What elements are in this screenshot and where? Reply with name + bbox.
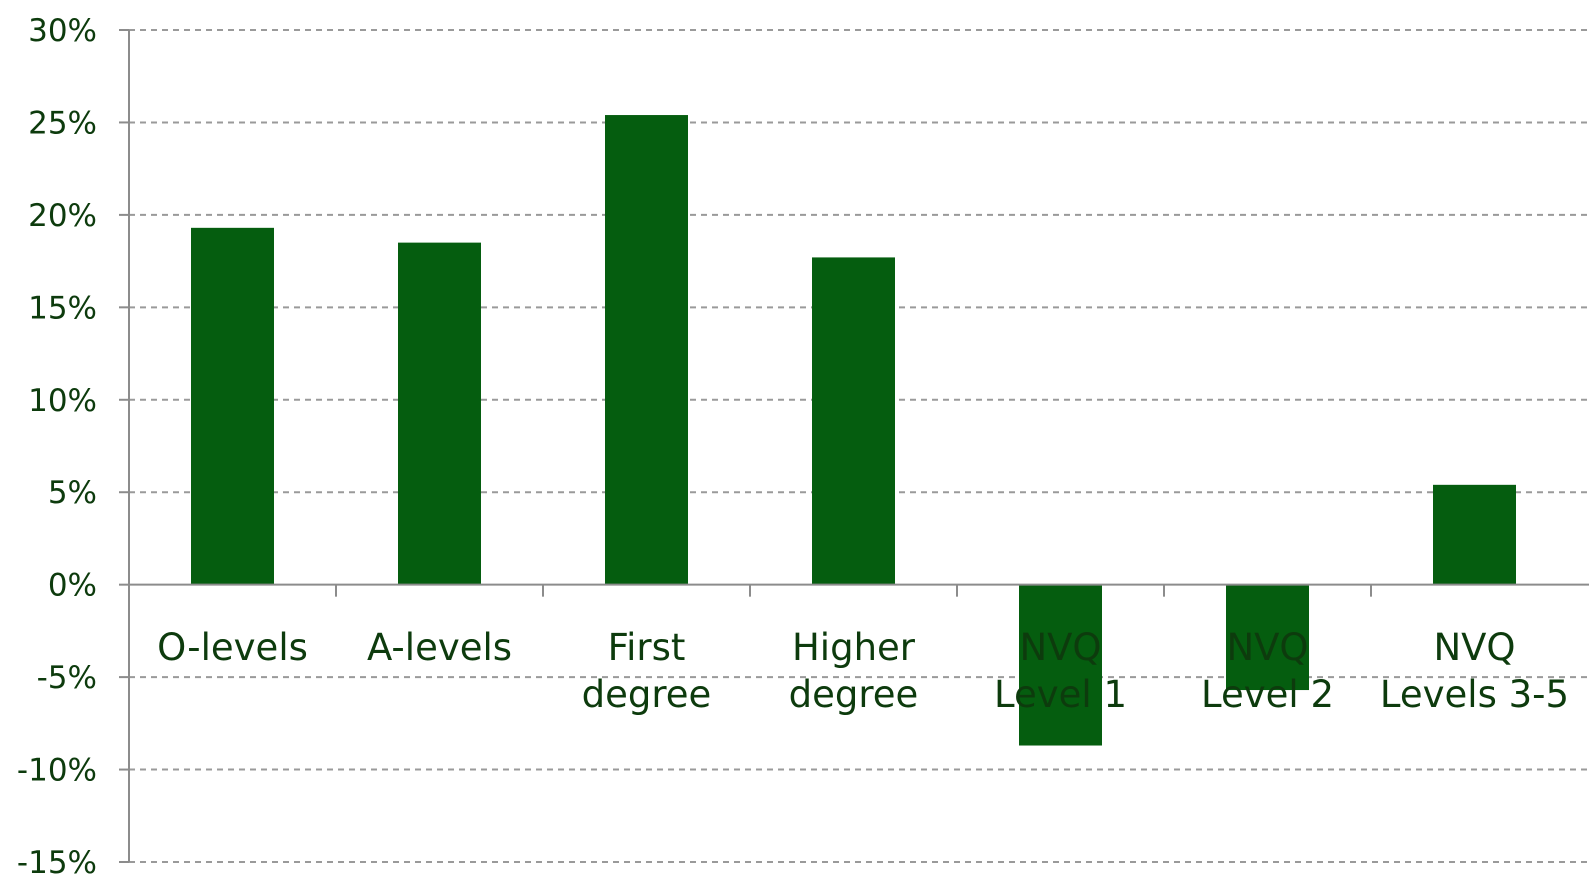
y-tick-label: 15% — [28, 290, 97, 326]
bar — [812, 257, 895, 585]
bar — [191, 227, 274, 585]
category-label: Higher degree — [789, 626, 919, 716]
bar — [1433, 484, 1516, 585]
category-label: O-levels — [157, 626, 308, 669]
y-tick-label: -5% — [37, 660, 97, 696]
y-tick-label: 30% — [28, 13, 97, 49]
category-label: A-levels — [367, 626, 512, 669]
bar — [1226, 584, 1309, 691]
category-label: NVQ Levels 3-5 — [1380, 626, 1569, 716]
y-tick-label: 5% — [48, 475, 97, 511]
axes — [119, 29, 1589, 863]
y-tick-labels: 30% 25% 20% 15% 10% 5% 0% -5% -10% -15% — [17, 13, 97, 881]
y-tick-label: 10% — [28, 383, 97, 419]
y-tick-label: -10% — [17, 753, 97, 789]
category-label: NVQ Level 2 — [1201, 626, 1334, 716]
bar — [398, 242, 481, 585]
y-tick-label: 20% — [28, 198, 97, 234]
bars — [191, 115, 1516, 746]
y-tick-label: -15% — [17, 845, 97, 881]
category-labels: O-levels A-levels First degree Higher degree N… — [157, 626, 1569, 716]
y-tick-label: 0% — [48, 568, 97, 604]
category-label: First degree — [582, 626, 712, 716]
y-tick-label: 25% — [28, 105, 97, 141]
bar — [1019, 584, 1102, 746]
category-label: NVQ Level 1 — [994, 626, 1127, 716]
bar — [605, 115, 688, 585]
